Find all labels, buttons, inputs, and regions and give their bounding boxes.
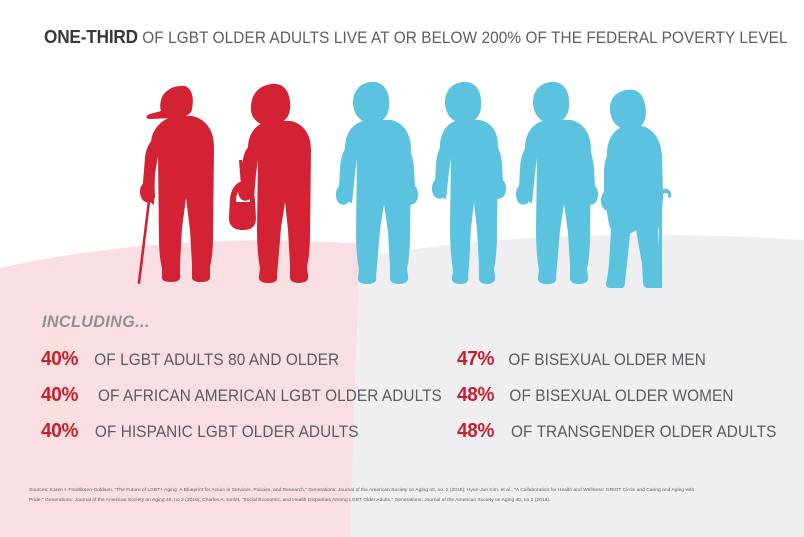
stat-percent: 48% [456,384,495,406]
stat-item: 48% OF BISEXUAL OLDER WOMEN [456,384,787,420]
stat-label: OF HISPANIC LGBT OLDER ADULTS [95,423,359,441]
stat-item: 40% OF AFRICAN AMERICAN LGBT OLDER ADULT… [40,384,455,420]
including-label: INCLUDING... [42,312,150,331]
people-pictogram [137,81,672,288]
stat-label: OF BISEXUAL OLDER MEN [508,351,707,369]
page-title: ONE-THIRD OF LGBT OLDER ADULTS LIVE AT O… [44,26,788,48]
figure-older-woman-with-cane [600,89,672,288]
stats-column-left: 40% OF LGBT ADULTS 80 AND OLDER 40% OF A… [40,348,455,456]
figure-older-man-hands-in-pockets [515,81,599,284]
figure-older-woman-standing [431,81,507,284]
headline-rest: OF LGBT OLDER ADULTS LIVE AT OR BELOW 20… [142,29,788,47]
sources-citation: Sources: Karen I. Fredriksen-Goldsen, "T… [29,486,789,505]
figure-older-man-standing [335,81,419,284]
stat-label: OF AFRICAN AMERICAN LGBT OLDER ADULTS [98,387,443,405]
stat-item: 48% OF TRANSGENDER OLDER ADULTS [456,420,787,456]
sources-line-1: Sources: Karen I. Fredriksen-Goldsen, "T… [29,488,695,493]
stat-label: OF LGBT ADULTS 80 AND OLDER [94,351,340,369]
stat-percent: 40% [40,384,79,406]
headline-lead: ONE-THIRD [44,26,138,47]
stat-percent: 47% [456,348,495,370]
cane-icon [659,188,672,288]
sources-line-2: Pride," Generations: Journal of the Amer… [29,497,551,503]
stat-label: OF BISEXUAL OLDER WOMEN [509,387,734,405]
stat-label: OF TRANSGENDER OLDER ADULTS [511,423,777,441]
stats-column-right: 47% OF BISEXUAL OLDER MEN 48% OF BISEXUA… [456,348,787,456]
figure-older-man-with-cap-and-cane [137,85,214,284]
pink-band-shape [0,240,360,537]
stat-item: 40% OF HISPANIC LGBT OLDER ADULTS [40,420,455,456]
figure-older-woman-with-handbag [229,83,311,283]
stat-percent: 40% [40,420,79,442]
gray-band-shape [300,234,804,537]
stat-item: 40% OF LGBT ADULTS 80 AND OLDER [40,348,455,384]
stat-percent: 40% [40,348,79,370]
stat-item: 47% OF BISEXUAL OLDER MEN [456,348,787,384]
stat-percent: 48% [456,420,495,442]
